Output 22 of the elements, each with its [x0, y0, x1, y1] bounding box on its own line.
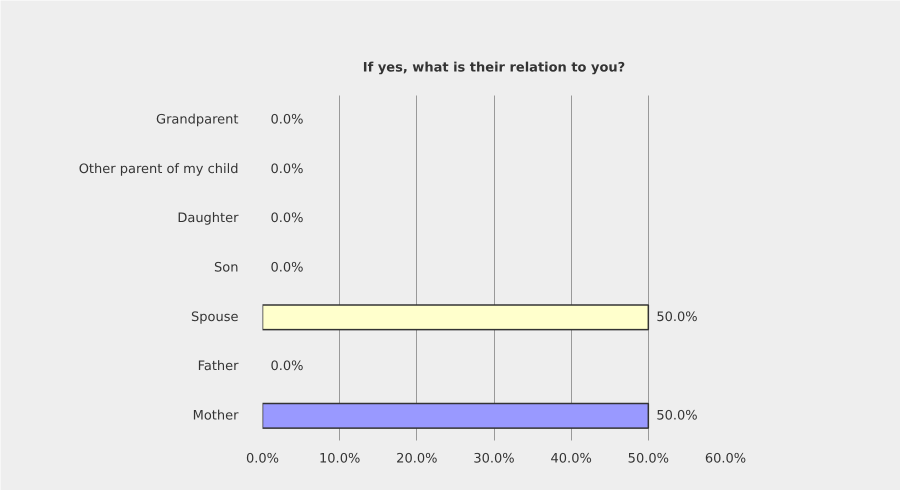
- y-tick-label: Spouse: [191, 310, 238, 325]
- data-label: 0.0%: [270, 211, 304, 226]
- x-tick-label: 60.0%: [704, 452, 746, 466]
- y-tick-label: Son: [214, 260, 239, 276]
- y-tick-label: Other parent of my child: [78, 162, 239, 177]
- x-tick-label: 50.0%: [628, 452, 669, 466]
- y-tick-label: Daughter: [177, 211, 240, 226]
- x-tick-label: 40.0%: [550, 452, 592, 466]
- x-tick-label: 20.0%: [396, 452, 438, 466]
- y-tick-label: Grandparent: [156, 112, 239, 128]
- data-label: 0.0%: [270, 359, 304, 374]
- data-label: 0.0%: [270, 260, 304, 276]
- y-tick-label: Mother: [192, 408, 240, 424]
- data-label: 50.0%: [656, 408, 698, 424]
- x-tick-label: 10.0%: [319, 452, 360, 466]
- y-tick-label: Father: [198, 359, 240, 374]
- x-tick-label: 0.0%: [246, 452, 280, 466]
- data-label: 0.0%: [270, 162, 304, 177]
- chart-title: If yes, what is their relation to you?: [362, 60, 626, 76]
- data-label: 0.0%: [270, 112, 304, 128]
- data-label: 50.0%: [656, 310, 698, 325]
- x-tick-label: 30.0%: [473, 452, 515, 466]
